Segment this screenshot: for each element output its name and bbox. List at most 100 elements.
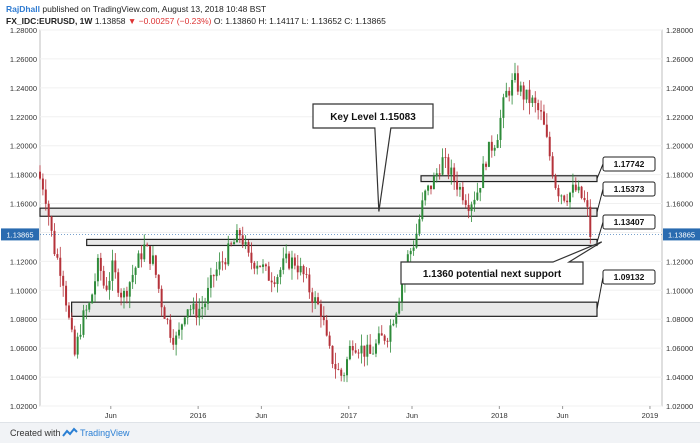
y-tick-label-left: 1.02000	[10, 402, 37, 411]
candle-body	[279, 269, 282, 278]
support-zone	[420, 175, 598, 183]
candle-body	[346, 359, 349, 376]
candle-body	[73, 329, 76, 355]
candle-body	[519, 85, 522, 92]
support-zone	[71, 301, 598, 317]
author-name[interactable]: RajDhall	[6, 4, 41, 14]
candle-body	[85, 309, 88, 311]
zone-label-box	[602, 214, 656, 230]
candle-body	[79, 334, 82, 337]
zone-connector	[596, 221, 604, 243]
price-tag-left-label: 1.13865	[6, 230, 33, 239]
price-tag-right	[663, 228, 700, 241]
zone-label: 1.17742	[614, 159, 645, 169]
candle-body	[438, 173, 441, 175]
candle-body	[577, 186, 580, 191]
candle-body	[111, 260, 114, 281]
candle-body	[343, 375, 346, 377]
candle-body	[429, 185, 432, 190]
candle-body	[134, 267, 137, 275]
support-zone	[39, 207, 598, 217]
candle-body	[537, 103, 540, 111]
price-chart[interactable]: 1.17742 1.15373 1.13407 1.09132 Key Level 1…	[0, 0, 700, 422]
x-tick-label: 2019	[642, 411, 659, 420]
candle-body	[542, 111, 545, 125]
candle-body	[276, 277, 279, 285]
y-tick-label-left: 1.16000	[10, 200, 37, 209]
candle-body	[198, 308, 201, 318]
candle-body	[464, 200, 467, 205]
candle-body	[496, 139, 499, 148]
x-tick-label: 2018	[491, 411, 508, 420]
candle-body	[305, 274, 308, 275]
candle-body	[322, 316, 325, 321]
candle-body	[458, 186, 461, 190]
candle-body	[230, 243, 233, 245]
candle-body	[267, 266, 270, 281]
candle-body	[467, 204, 470, 212]
candle-body	[360, 345, 363, 354]
candle-body	[441, 157, 444, 175]
candle-body	[180, 324, 183, 330]
candle-body	[363, 345, 366, 357]
candle-body	[65, 285, 68, 306]
candle-body	[163, 307, 166, 319]
candle-body	[296, 265, 299, 273]
candle-body	[337, 369, 340, 370]
annotations: Key Level 1.15083 1.1360 potential next s…	[312, 103, 603, 285]
candle-body	[143, 244, 146, 260]
candle-body	[421, 200, 424, 220]
candle-body	[244, 242, 247, 245]
y-tick-label-right: 1.04000	[666, 373, 693, 382]
candle-body	[221, 261, 224, 263]
candle-body	[522, 85, 525, 100]
zone-label: 1.15373	[614, 184, 645, 194]
candle-body	[47, 203, 50, 217]
candle-body	[117, 272, 120, 293]
candle-body	[56, 254, 59, 258]
candle-body	[53, 230, 56, 255]
candle-body	[235, 230, 238, 243]
candle-body	[122, 290, 125, 298]
candle-body	[233, 242, 236, 245]
candle-body	[386, 340, 389, 342]
candle-body	[102, 270, 105, 286]
candle-body	[476, 192, 479, 200]
close-value: C: 1.13865	[344, 16, 386, 26]
candle-body	[470, 204, 473, 212]
candle-body	[540, 110, 543, 112]
y-tick-label-right: 1.24000	[666, 84, 693, 93]
tradingview-brand[interactable]: TradingView	[80, 428, 130, 438]
footer-bar: Created with TradingView	[0, 422, 700, 443]
created-with-text: Created with	[10, 428, 61, 438]
candle-body	[262, 264, 265, 267]
candle-body	[424, 190, 427, 201]
candle-body	[151, 255, 154, 264]
candle-body	[409, 250, 412, 255]
candle-body	[76, 336, 79, 355]
candle-body	[427, 185, 430, 191]
key-level-label: Key Level 1.15083	[330, 112, 416, 123]
candle-body	[114, 260, 117, 273]
zone-connector	[596, 188, 604, 213]
candle-body	[282, 258, 285, 270]
candle-series	[39, 62, 592, 383]
candle-body	[551, 156, 554, 176]
change-down-icon: ▼	[127, 16, 137, 26]
candle-body	[166, 318, 169, 320]
candle-body	[59, 257, 62, 276]
y-tick-label-right: 1.22000	[666, 113, 693, 122]
price-tag-left	[1, 228, 39, 241]
candle-body	[259, 265, 262, 267]
candle-body	[201, 307, 204, 309]
candle-body	[204, 303, 207, 308]
candle-body	[189, 309, 192, 311]
candle-body	[374, 343, 377, 354]
y-tick-label-left: 1.08000	[10, 315, 37, 324]
candle-body	[108, 280, 111, 290]
candle-body	[125, 290, 128, 297]
candle-body	[256, 265, 259, 269]
low-value: L: 1.13652	[301, 16, 342, 26]
candle-body	[302, 265, 305, 275]
candle-body	[82, 310, 85, 335]
